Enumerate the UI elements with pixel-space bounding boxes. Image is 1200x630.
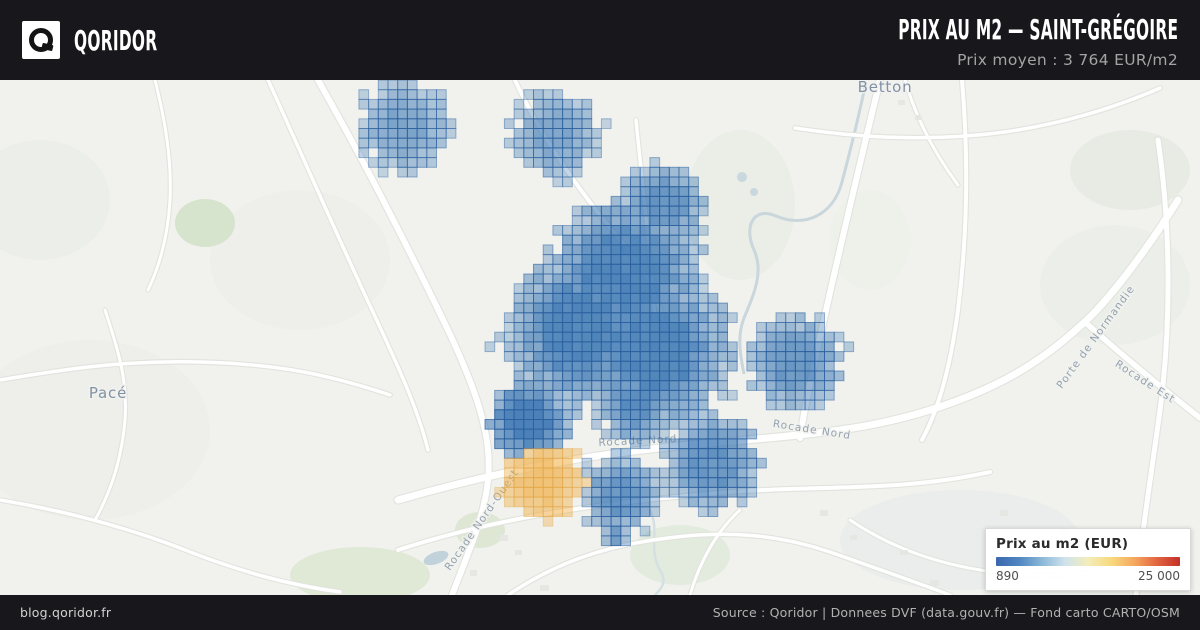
legend-scale: 890 25 000 (996, 569, 1180, 583)
road-label-rocade-nord-1: Rocade Nord (598, 433, 678, 449)
water-features (423, 81, 868, 595)
brand-name: QORIDOR (74, 23, 158, 57)
footer-source-attribution: Source : Qoridor | Donnees DVF (data.gou… (712, 605, 1180, 620)
basemap: Betton Pacé Rocade Nord Rocade Nord Roca… (0, 80, 1200, 595)
map-canvas: Betton Pacé Rocade Nord Rocade Nord Roca… (0, 80, 1200, 595)
price-heatmap-grid (358, 80, 855, 547)
page-title: PRIX AU M2 — SAINT-GRÉGOIRE (897, 13, 1178, 46)
header: QORIDOR PRIX AU M2 — SAINT-GRÉGOIRE Prix… (0, 0, 1200, 80)
legend-min: 890 (996, 569, 1019, 583)
legend-title: Prix au m2 (EUR) (996, 536, 1129, 552)
footer: blog.qoridor.fr Source : Qoridor | Donne… (0, 595, 1200, 630)
legend: Prix au m2 (EUR) 890 25 000 (985, 528, 1191, 591)
qoridor-logo-icon (22, 21, 60, 59)
brand: QORIDOR (22, 21, 226, 59)
town-label-betton: Betton (858, 80, 913, 96)
legend-max: 25 000 (1138, 569, 1180, 583)
legend-gradient-bar (996, 557, 1180, 566)
footer-blog-url: blog.qoridor.fr (20, 605, 112, 620)
average-price-subtitle: Prix moyen : 3 764 EUR/m2 (957, 51, 1178, 69)
header-right: PRIX AU M2 — SAINT-GRÉGOIRE Prix moyen :… (669, 11, 1178, 69)
logo-q-ring (29, 28, 53, 52)
town-label-pace: Pacé (89, 384, 127, 402)
